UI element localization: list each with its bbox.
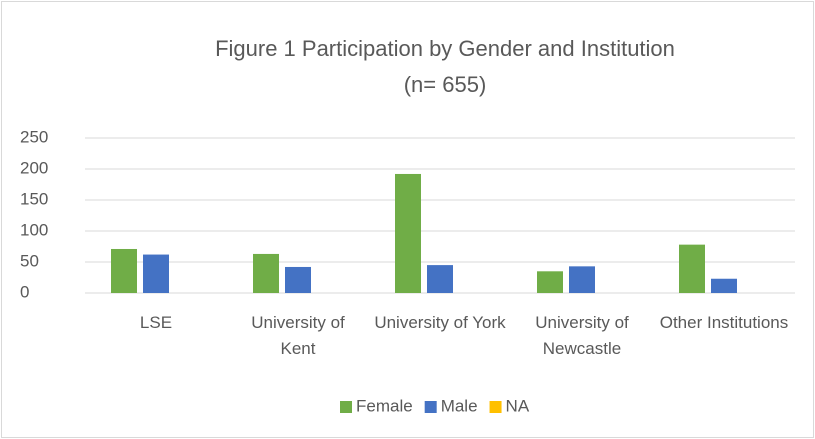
legend-swatch xyxy=(340,401,352,413)
y-tick-label: 250 xyxy=(20,127,48,146)
bar xyxy=(569,266,595,293)
y-tick-label: 150 xyxy=(20,189,48,208)
bar xyxy=(395,173,421,293)
legend-label: NA xyxy=(506,396,530,415)
chart-subtitle: (n= 655) xyxy=(404,72,487,97)
x-tick-label: LSE xyxy=(139,313,173,332)
bar xyxy=(537,271,563,293)
bar xyxy=(253,253,279,293)
legend-swatch xyxy=(424,401,437,413)
bar xyxy=(111,248,137,293)
y-tick-label: 0 xyxy=(20,282,29,301)
x-tick-label: University of York xyxy=(374,313,506,332)
bar xyxy=(427,265,453,293)
bar xyxy=(679,244,705,293)
bar xyxy=(143,254,169,293)
x-tick-label: University of Newcastle xyxy=(535,313,629,358)
bar xyxy=(711,278,737,293)
y-tick-label: 50 xyxy=(20,251,39,270)
legend-swatch xyxy=(489,401,502,413)
y-tick-label: 100 xyxy=(20,220,48,239)
chart-title: Figure 1 Participation by Gender and Ins… xyxy=(215,36,675,61)
legend-label: Male xyxy=(441,396,478,415)
legend-label: Female xyxy=(356,396,413,415)
y-tick-label: 200 xyxy=(20,158,48,177)
x-tick-label: Other Institutions xyxy=(659,313,789,332)
x-tick-label: University of Kent xyxy=(251,313,345,358)
bar xyxy=(285,266,311,293)
